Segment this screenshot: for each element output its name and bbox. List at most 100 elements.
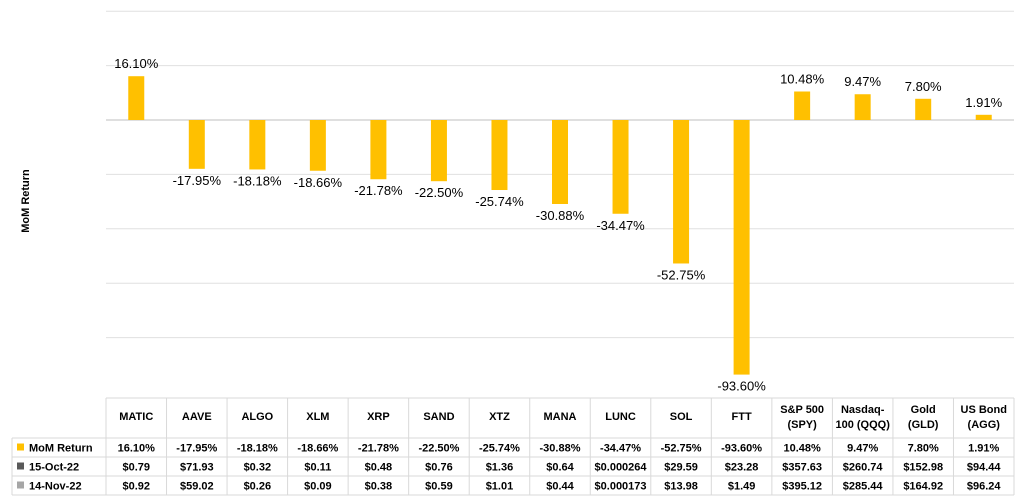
data-label: -21.78% [354, 183, 403, 198]
table-cell: $1.49 [728, 481, 756, 493]
table-cell: $0.48 [365, 462, 393, 474]
table-cell: $71.93 [180, 462, 214, 474]
table-cell: -52.75% [661, 443, 702, 455]
table-cell: $0.79 [123, 462, 151, 474]
data-label: -93.60% [717, 379, 766, 394]
table-cell: $0.38 [365, 481, 393, 493]
table-cell: $0.000264 [595, 462, 648, 474]
table-cell: $164.92 [903, 481, 943, 493]
table-cell: -21.78% [358, 443, 399, 455]
table-cell: $395.12 [782, 481, 822, 493]
table-cell: 10.48% [783, 443, 821, 455]
table-cell: $0.92 [123, 481, 151, 493]
table-cell: 16.10% [118, 443, 156, 455]
table-cell: $357.63 [782, 462, 822, 474]
category-label: SOL [670, 411, 693, 423]
bar [552, 120, 568, 204]
bar [430, 120, 447, 182]
data-label: 16.10% [114, 56, 159, 71]
table-cell: $0.11 [304, 462, 331, 474]
category-label: FTT [732, 411, 752, 423]
data-label: -25.74% [475, 194, 524, 209]
category-label: US Bond (AGG) [961, 404, 1007, 431]
table-cell: -18.18% [237, 443, 278, 455]
row-label: 15-Oct-22 [29, 462, 79, 474]
bars [128, 76, 992, 375]
bar [309, 120, 326, 171]
category-label: SAND [423, 411, 454, 423]
row-label: 14-Nov-22 [29, 481, 82, 493]
bar [188, 120, 205, 169]
bar [673, 120, 690, 264]
table-cell: $0.000173 [595, 481, 647, 493]
table-cell: -17.95% [176, 443, 217, 455]
category-label: LUNC [605, 411, 636, 423]
bar [794, 91, 811, 120]
category-label: Gold (GLD) [908, 404, 939, 431]
bar [854, 94, 871, 120]
table-cell: $1.01 [486, 481, 514, 493]
bar [612, 120, 629, 214]
table-cell: -22.50% [418, 443, 459, 455]
data-table: MATIC AAVE ALGO XLM XRP SAND XTZ MANA LUNC SOL FTT… [11, 397, 1015, 496]
table-cell: $13.98 [664, 481, 698, 493]
bar [975, 114, 992, 120]
bar [915, 98, 932, 120]
bar [733, 120, 750, 375]
table-cell: $0.64 [546, 462, 574, 474]
table-cell: 9.47% [847, 443, 878, 455]
data-label: -18.66% [294, 175, 343, 190]
table-cell: $285.44 [843, 481, 884, 493]
legend-key [17, 443, 24, 451]
data-label: -22.50% [415, 185, 464, 200]
table-cell: -25.74% [479, 443, 520, 455]
bar [249, 120, 266, 170]
data-label: 9.47% [844, 74, 881, 89]
table-cell: $59.02 [180, 481, 214, 493]
table-cell: $29.59 [664, 462, 698, 474]
category-label: MANA [544, 411, 577, 423]
data-label: 10.48% [780, 71, 825, 86]
table-cell: $0.09 [304, 481, 332, 493]
table-cell: $152.98 [903, 462, 943, 474]
category-label: MATIC [119, 411, 153, 423]
data-label: 1.91% [965, 95, 1002, 110]
data-label: -34.47% [596, 218, 645, 233]
table-cell: $0.44 [546, 481, 574, 493]
table-cell: $23.28 [725, 462, 759, 474]
bar [491, 120, 508, 191]
data-label: -52.75% [657, 267, 706, 282]
data-label: 7.80% [905, 79, 942, 94]
category-label: XTZ [489, 411, 510, 423]
table-cell: $94.44 [967, 462, 1002, 474]
table-cell: -34.47% [600, 443, 641, 455]
category-label: Nasdaq-100 (QQQ) [835, 404, 890, 431]
table-cell: $0.59 [425, 481, 453, 493]
legend-key [17, 462, 24, 470]
bar [370, 120, 387, 180]
table-cell: $0.26 [244, 481, 272, 493]
category-label: S&P 500 (SPY) [780, 404, 824, 431]
table-cell: -18.66% [297, 443, 338, 455]
y-axis-label: MoM Return [20, 169, 32, 233]
table-cell: $1.36 [486, 462, 514, 474]
table-cell: -30.88% [540, 443, 581, 455]
table-cell: 7.80% [908, 443, 939, 455]
category-label: AAVE [182, 411, 212, 423]
table-cell: $96.24 [967, 481, 1002, 493]
bar [128, 76, 145, 120]
data-labels: 16.10% -17.95% -18.18% -18.66% -21.78% -22.50… [114, 56, 1002, 393]
table-cell: $260.74 [843, 462, 884, 474]
table-cell: $0.32 [244, 462, 272, 474]
data-label: -18.18% [233, 173, 282, 188]
data-label: -30.88% [536, 208, 585, 223]
category-label: XRP [367, 411, 390, 423]
table-cell: $0.76 [425, 462, 453, 474]
legend-key [17, 481, 24, 489]
data-label: -17.95% [173, 173, 222, 188]
row-label: MoM Return [29, 443, 93, 455]
category-label: XLM [306, 411, 329, 423]
table-cell: 1.91% [968, 443, 999, 455]
category-label: ALGO [241, 411, 273, 423]
